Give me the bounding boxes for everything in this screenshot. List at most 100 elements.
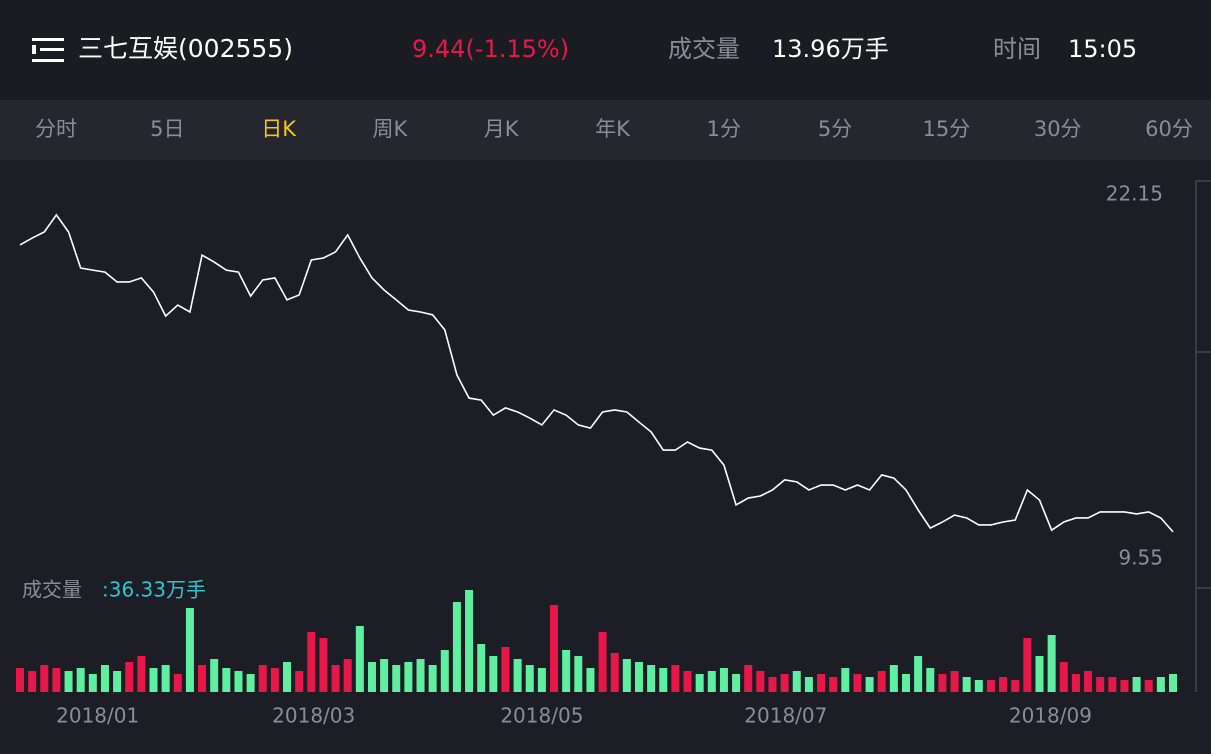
- volume-bar: [1059, 662, 1068, 692]
- volume-bar: [962, 677, 971, 692]
- volume-bar: [1156, 677, 1165, 692]
- tab[interactable]: 1分: [707, 117, 741, 141]
- volume-bar: [489, 656, 498, 692]
- volume-bar: [307, 632, 316, 692]
- volume-bar: [574, 656, 583, 692]
- volume-bar: [246, 674, 255, 692]
- volume-bar: [853, 674, 862, 692]
- volume-bar: [622, 659, 631, 692]
- volume-bar: [841, 668, 850, 692]
- volume-bar: [950, 671, 959, 692]
- volume-bar: [234, 671, 243, 692]
- volume-bar: [501, 647, 510, 692]
- volume-bar: [1120, 680, 1129, 692]
- volume-bar: [161, 665, 170, 692]
- volume-label: 成交量: [668, 35, 740, 63]
- volume-bar: [732, 674, 741, 692]
- volume-legend-value: :36.33万手: [102, 578, 206, 602]
- volume-bar: [331, 665, 340, 692]
- volume-bar: [380, 659, 389, 692]
- volume-bar: [671, 665, 680, 692]
- x-tick-label: 2018/03: [272, 704, 355, 728]
- tab[interactable]: 15分: [923, 117, 971, 141]
- x-tick-label: 2018/01: [56, 704, 139, 728]
- volume-bar: [477, 644, 486, 692]
- volume-bar: [173, 674, 182, 692]
- volume-bar: [1096, 677, 1105, 692]
- volume-bar: [647, 665, 656, 692]
- volume-legend-label: 成交量: [22, 578, 82, 602]
- volume-bar: [817, 674, 826, 692]
- tab[interactable]: 分时: [35, 117, 77, 141]
- volume-bar: [938, 674, 947, 692]
- tab[interactable]: 30分: [1034, 117, 1082, 141]
- volume-bar: [1035, 656, 1044, 692]
- volume-bar: [707, 671, 716, 692]
- volume-bar: [343, 659, 352, 692]
- volume-bar: [719, 668, 728, 692]
- volume-bar: [113, 671, 122, 692]
- tab[interactable]: 年K: [595, 117, 631, 141]
- tab[interactable]: 周K: [373, 117, 409, 141]
- volume-bar: [586, 668, 595, 692]
- tab-bar: [0, 100, 1211, 160]
- volume-bar: [392, 665, 401, 692]
- tab[interactable]: 日K: [261, 117, 297, 141]
- volume-bar: [525, 665, 534, 692]
- tab[interactable]: 5分: [818, 117, 852, 141]
- volume-bar: [756, 671, 765, 692]
- tab[interactable]: 月K: [484, 117, 520, 141]
- volume-bar: [804, 677, 813, 692]
- tab[interactable]: 5日: [150, 117, 184, 141]
- x-tick-label: 2018/09: [1009, 704, 1092, 728]
- volume-bar: [270, 668, 279, 692]
- y-tick-label: 9.55: [1118, 546, 1163, 570]
- volume-value: 13.96万手: [772, 35, 889, 63]
- volume-bar: [52, 668, 61, 692]
- volume-bar: [659, 668, 668, 692]
- volume-bar: [465, 590, 474, 692]
- volume-bar: [1011, 680, 1020, 692]
- volume-bar: [367, 662, 376, 692]
- volume-bar: [550, 605, 559, 692]
- volume-bar: [416, 659, 425, 692]
- volume-bar: [1084, 671, 1093, 692]
- volume-bar: [889, 665, 898, 692]
- volume-bar: [634, 662, 643, 692]
- volume-bar: [16, 668, 24, 692]
- volume-bar: [1108, 677, 1117, 692]
- menu-icon[interactable]: [32, 38, 64, 62]
- volume-bar: [295, 671, 304, 692]
- volume-bar: [926, 668, 935, 692]
- volume-bar: [283, 662, 292, 692]
- volume-bar: [88, 674, 97, 692]
- volume-bar: [598, 632, 607, 692]
- volume-bar: [999, 677, 1008, 692]
- volume-bar: [149, 668, 158, 692]
- volume-bar: [428, 665, 437, 692]
- tab[interactable]: 60分: [1145, 117, 1193, 141]
- time-value: 15:05: [1068, 35, 1137, 63]
- volume-bar: [1144, 680, 1153, 692]
- volume-bar: [780, 674, 789, 692]
- volume-bar: [404, 662, 413, 692]
- volume-bar: [562, 650, 571, 692]
- volume-bar: [1169, 674, 1177, 692]
- volume-bar: [914, 656, 923, 692]
- y-tick-label: 22.15: [1106, 182, 1163, 206]
- volume-bar: [829, 677, 838, 692]
- stock-title: 三七互娱(002555): [78, 34, 293, 63]
- volume-bar: [1047, 635, 1056, 692]
- volume-bar: [452, 602, 461, 692]
- volume-bar: [610, 653, 619, 692]
- volume-bar: [355, 626, 364, 692]
- volume-bar: [986, 680, 995, 692]
- x-tick-label: 2018/05: [500, 704, 583, 728]
- volume-bar: [440, 650, 449, 692]
- volume-bar: [210, 659, 219, 692]
- volume-bar: [185, 608, 194, 692]
- volume-bar: [695, 674, 704, 692]
- price-line: [19, 213, 1174, 533]
